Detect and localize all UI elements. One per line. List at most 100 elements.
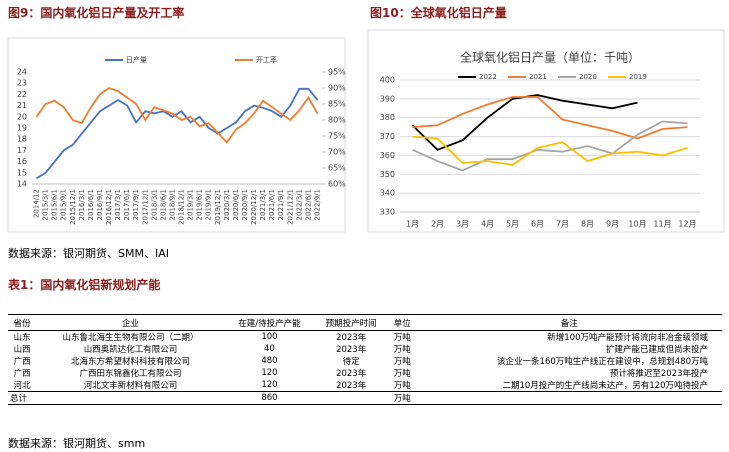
x-tick-label: 2019/6/1: [196, 189, 204, 220]
table-cell: 万吨: [393, 369, 411, 379]
x-tick-label: 2018/3/1: [150, 189, 158, 220]
y-tick-label: 14: [17, 180, 27, 189]
column-header: 单位: [388, 314, 417, 331]
x-tick-label: 2017/6/1: [123, 189, 131, 220]
capacity-table: 省份 企业 在建/待投产产能 预期投产时间 单位 备注 山东 山东鲁北海生生物有限公司（二期…: [8, 314, 722, 405]
x-tick-label: 6月: [531, 220, 544, 229]
x-tick-label: 12月: [678, 220, 696, 229]
column-header: 企业: [36, 314, 225, 331]
table-cell: 山东鲁北海生生物有限公司（二期）: [62, 333, 199, 343]
table-cell: 山东: [13, 333, 31, 343]
x-tick-label: 2016/9/1: [96, 189, 104, 220]
table-cell: 100: [261, 332, 278, 342]
x-tick-label: 2015/9/1: [60, 189, 68, 220]
y2-tick-label: 80%: [328, 116, 346, 125]
source-note: 数据来源：银河期货、smm: [8, 437, 146, 450]
table-cell: 860: [261, 393, 278, 403]
table-cell: 2023年: [336, 345, 367, 355]
y2-tick-label: 95%: [328, 68, 346, 77]
x-tick-label: 2019/12/1: [214, 189, 222, 225]
chart-frame: [7, 37, 346, 233]
table-cell: 万吨: [393, 357, 411, 367]
x-tick-label: 2017/3/1: [114, 189, 122, 220]
x-tick-label: 1月: [406, 220, 419, 229]
y-tick-label: 360: [380, 151, 395, 160]
table-header: 省份 企业 在建/待投产产能 预期投产时间 单位 备注: [8, 314, 722, 331]
x-tick-label: 2019/9/1: [205, 189, 213, 220]
legend-label: 2019: [629, 73, 647, 81]
x-tick-label: 2021/9/1: [277, 189, 285, 220]
series-line: [36, 87, 319, 180]
x-tick-label: 9月: [606, 220, 619, 229]
table-cell: 万吨: [393, 381, 411, 391]
source-note: 数据来源：银河期货、SMM、IAI: [8, 247, 169, 260]
y-tick-label: 17: [17, 146, 27, 155]
y-tick-label: 18: [17, 135, 27, 144]
x-tick-label: 2016/12/1: [105, 189, 113, 225]
x-tick-label: 8月: [581, 220, 594, 229]
column-header: 在建/待投产产能: [224, 314, 315, 331]
table-cell: 预计将推迟至2023年投产: [609, 369, 708, 379]
x-tick-label: 2月: [431, 220, 444, 229]
column-header: 备注: [416, 314, 722, 331]
chart-frame: [367, 29, 725, 233]
y-tick-label: 330: [380, 208, 395, 217]
table-cell: 40: [264, 344, 275, 354]
table-cell: 120: [261, 380, 278, 390]
y-tick-label: 22: [17, 90, 27, 99]
x-tick-label: 2018/9/1: [168, 189, 176, 220]
total-row: 总计 860 万吨: [8, 391, 722, 405]
table-row: 山东 山东鲁北海生生物有限公司（二期） 100 2023年 万吨 新增100万吨产能预计将…: [8, 331, 722, 343]
charts: 141516171819202122232460%65%70%75%80%85%…: [7, 29, 725, 233]
table-cell: 河北: [13, 381, 31, 391]
legend-label: 2021: [529, 73, 547, 81]
table-cell: 待定: [342, 357, 360, 367]
table-row: 河北 河北文丰新材料有限公司 120 2023年 万吨 二期10月投产的生产线尚未达产，另…: [8, 379, 722, 392]
table-cell: 广西田东锦鑫化工有限公司: [79, 369, 182, 379]
table-cell: 120: [261, 368, 278, 378]
figure-caption: 图9：国内氧化铝日产量及开工率: [8, 6, 185, 20]
x-tick-label: 10月: [628, 220, 646, 229]
y2-tick-label: 60%: [328, 180, 346, 189]
table-cell: 2023年: [336, 369, 367, 379]
y-tick-label: 390: [380, 94, 395, 103]
x-tick-label: 2022/3/1: [295, 189, 303, 220]
y-tick-label: 20: [17, 112, 27, 121]
table-cell: 总计: [10, 394, 28, 404]
table-cell: 二期10月投产的生产线尚未达产，另有120万吨待投产: [502, 381, 708, 391]
table-cell: 2023年: [336, 333, 367, 343]
x-tick-label: 7月: [556, 220, 569, 229]
legend-label: 日产量: [126, 55, 147, 64]
x-tick-label: 11月: [653, 220, 671, 229]
x-tick-label: 5月: [506, 220, 519, 229]
column-header: 预期投产时间: [314, 314, 389, 331]
x-tick-label: 2015/3/1: [42, 189, 50, 220]
x-tick-label: 2022/9/1: [313, 189, 321, 220]
x-tick-label: 2021/3/1: [259, 189, 267, 220]
chart-title: 全球氧化铝日产量（单位：千吨）: [460, 50, 640, 65]
y-tick-label: 23: [17, 79, 27, 88]
table-cell: 万吨: [393, 394, 411, 404]
table-title: 表1：国内氧化铝新规划产能: [8, 278, 161, 292]
table-cell: 河北文丰新材料有限公司: [83, 381, 178, 391]
y-tick-label: 16: [17, 157, 27, 166]
y2-tick-label: 90%: [328, 84, 346, 93]
x-tick-label: 3月: [456, 220, 469, 229]
x-tick-label: 2018/6/1: [159, 189, 167, 220]
table-cell: 480: [261, 356, 278, 366]
y2-tick-label: 70%: [328, 148, 346, 157]
y-tick-label: 24: [17, 68, 27, 77]
x-tick-label: 2019/3/1: [187, 189, 195, 220]
y-tick-label: 370: [380, 132, 395, 141]
series-line: [412, 120, 688, 172]
table-row: 山西 山西奥凯达化工有限公司 40 2023年 万吨 扩建产能已建成但尚未投产: [8, 343, 722, 355]
legend-label: 2020: [579, 73, 597, 81]
x-tick-label: 4月: [481, 220, 494, 229]
series-line: [412, 96, 688, 140]
table-cell: 2023年: [336, 381, 367, 391]
column-header: 省份: [8, 314, 37, 331]
x-tick-label: 2016/3/1: [78, 189, 86, 220]
table-cell: 山西: [13, 345, 31, 355]
table-row: 广西 广西田东锦鑫化工有限公司 120 2023年 万吨 预计将推迟至2023年投产: [8, 367, 722, 379]
